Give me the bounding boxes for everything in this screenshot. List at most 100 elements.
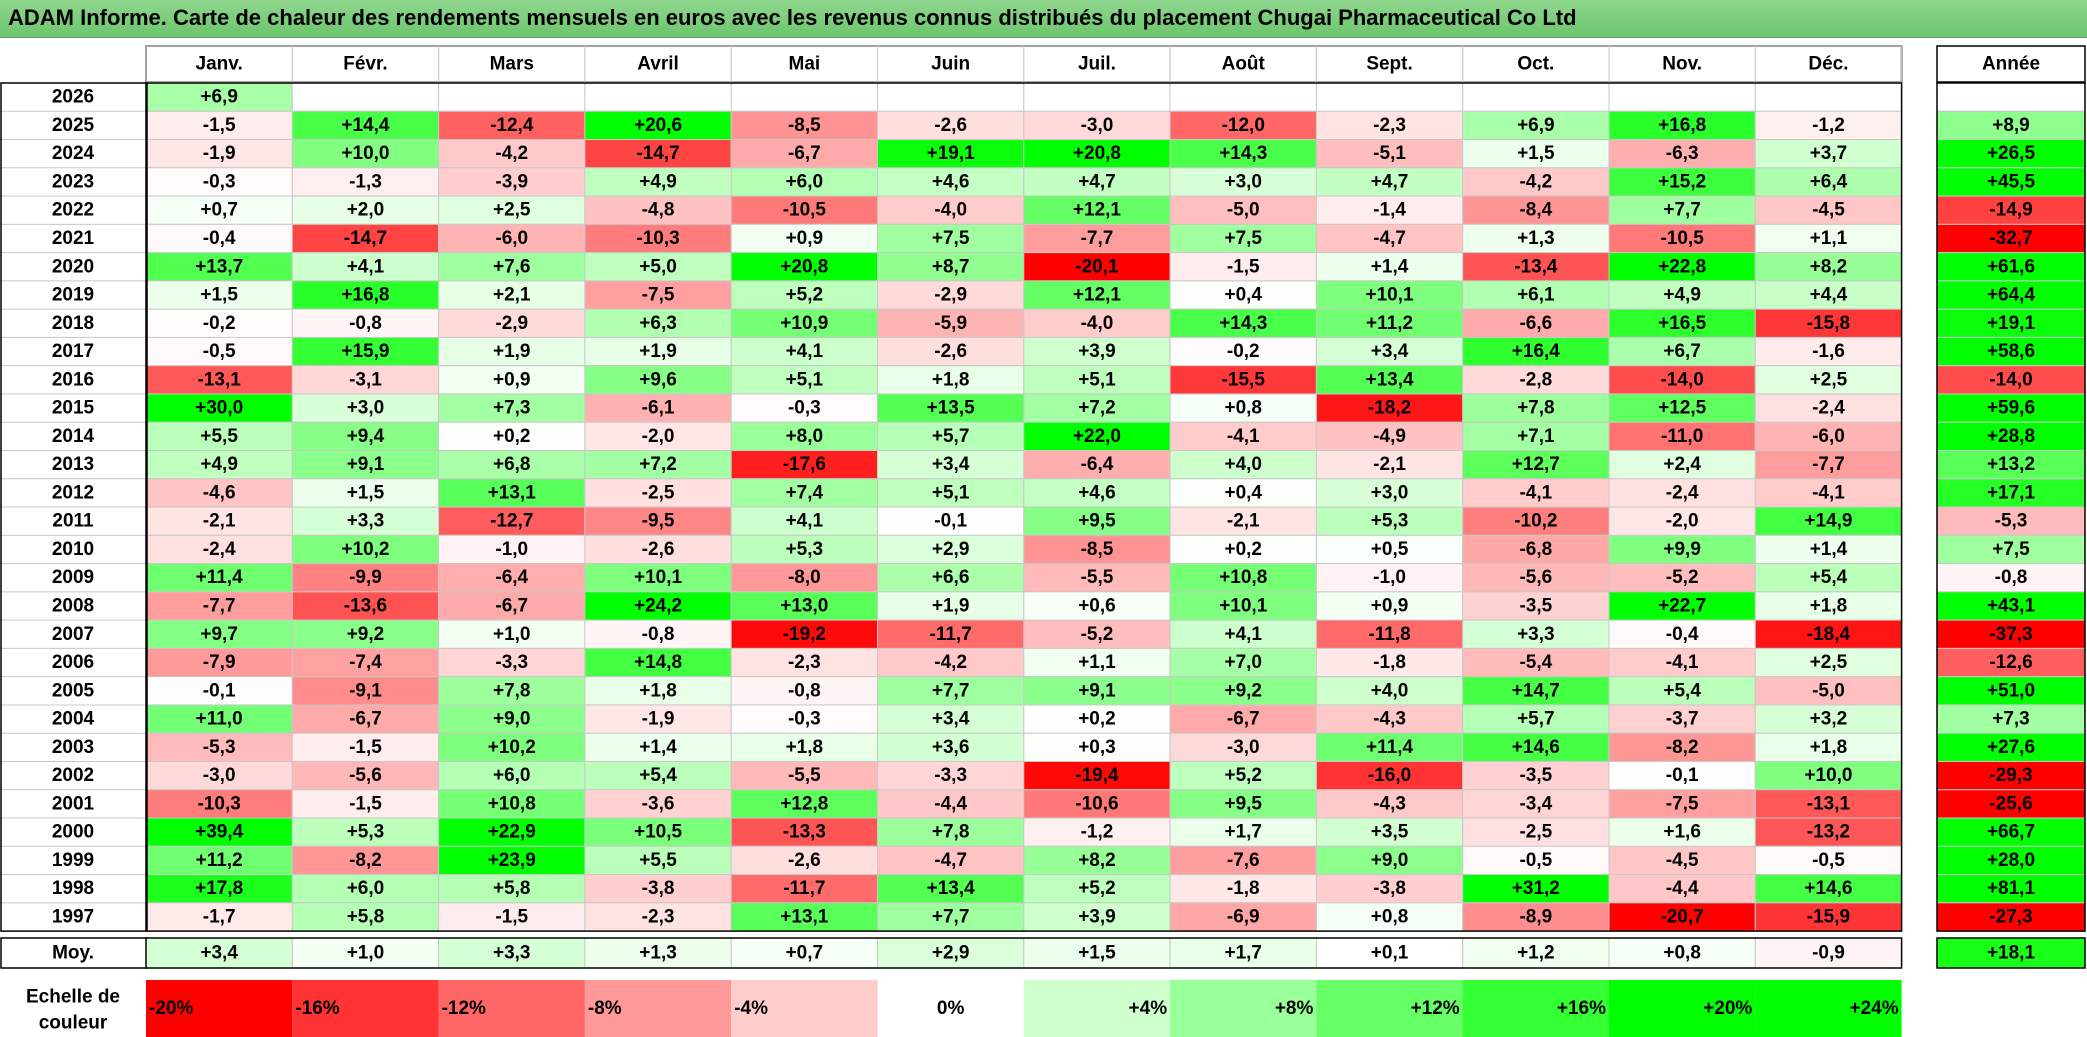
- heatmap-value: -8,0: [788, 567, 821, 588]
- heatmap-value: -7,7: [1812, 454, 1845, 475]
- heatmap-value: -4,0: [1081, 313, 1114, 334]
- heatmap-value: +6,9: [1517, 115, 1555, 136]
- heatmap-value: +1,8: [1810, 595, 1848, 616]
- heatmap-cell: [730, 365, 879, 395]
- color-scale-swatch: [1170, 980, 1317, 1037]
- average-value: +0,1: [1371, 943, 1409, 964]
- heatmap-value: +3,2: [1810, 709, 1848, 730]
- color-scale-label-value: +12%: [1411, 998, 1460, 1019]
- year-label: 2008: [52, 595, 94, 616]
- heatmap-value: +4,1: [1224, 624, 1262, 645]
- heatmap-value: -3,3: [934, 765, 967, 786]
- heatmap-cell: [877, 704, 1025, 734]
- heatmap-value: +0,6: [1078, 595, 1116, 616]
- average-value: +1,7: [1224, 943, 1262, 964]
- heatmap-value: +6,4: [1810, 171, 1848, 192]
- heatmap-value: +10,2: [341, 539, 389, 560]
- heatmap-value: +16,8: [341, 285, 389, 306]
- heatmap-value: +5,8: [347, 906, 385, 927]
- heatmap-value: +4,7: [1078, 171, 1116, 192]
- heatmap-value: -9,1: [349, 680, 382, 701]
- heatmap-cell: [584, 252, 732, 282]
- heatmap-value: +10,9: [780, 313, 828, 334]
- heatmap-value: +1,4: [1371, 256, 1409, 277]
- heatmap-cell: [1462, 82, 1610, 112]
- heatmap-value: +8,7: [932, 256, 970, 277]
- header-cell-bg: [1754, 45, 1903, 83]
- heatmap-value: -2,4: [1666, 482, 1699, 503]
- heatmap-cell: [1754, 704, 1903, 734]
- heatmap-value: +3,5: [1371, 822, 1409, 843]
- heatmap-value: -0,3: [788, 398, 821, 419]
- heatmap-value: -15,9: [1807, 906, 1850, 927]
- heatmap-value: +12,1: [1073, 285, 1122, 306]
- heatmap-value: -0,8: [349, 313, 382, 334]
- heatmap-value: +14,3: [1219, 143, 1267, 164]
- heatmap-value: +22,9: [488, 822, 536, 843]
- heatmap-cell: [584, 845, 732, 876]
- heatmap-value: -6,6: [1519, 313, 1552, 334]
- heatmap-value: +10,0: [1804, 765, 1852, 786]
- heatmap-value: -0,1: [934, 511, 967, 532]
- heatmap-cell: [1023, 82, 1171, 112]
- heatmap-cell: [730, 534, 879, 565]
- heatmap-value: -12,7: [490, 511, 533, 532]
- heatmap-value: +7,5: [932, 228, 970, 249]
- heatmap-value: -6,1: [642, 398, 675, 419]
- heatmap-cell: [438, 874, 586, 904]
- heatmap-cell: [1315, 393, 1464, 423]
- year-label: 2011: [52, 511, 94, 532]
- annual-header-bg: [1936, 45, 2086, 83]
- annual-cell: [1936, 450, 2086, 480]
- heatmap-value: +3,7: [1810, 143, 1848, 164]
- annual-value: -0,8: [1995, 567, 2028, 588]
- heatmap-cell: [291, 845, 440, 876]
- heatmap-value: -5,4: [1519, 652, 1552, 673]
- heatmap-value: +24,2: [634, 595, 682, 616]
- heatmap-value: -0,2: [203, 313, 236, 334]
- color-scale-swatch: [1609, 980, 1756, 1037]
- year-label: 2003: [52, 737, 94, 758]
- heatmap-value: -13,4: [1514, 256, 1558, 277]
- heatmap-value: +5,8: [493, 878, 531, 899]
- heatmap-value: -2,3: [642, 906, 675, 927]
- heatmap-cell: [730, 195, 879, 225]
- annual-value: +43,1: [1987, 595, 2036, 616]
- heatmap-value: +2,0: [347, 200, 385, 221]
- heatmap-cell: [1169, 619, 1317, 649]
- heatmap-value: -1,9: [203, 143, 236, 164]
- heatmap-value: -0,1: [203, 680, 236, 701]
- heatmap-value: -2,9: [934, 285, 967, 306]
- year-label: 2010: [52, 539, 94, 560]
- heatmap-cell: [1754, 195, 1903, 225]
- annual-value: +45,5: [1987, 171, 2036, 192]
- average-label: Moy.: [52, 943, 94, 964]
- annual-value: +27,6: [1987, 737, 2035, 758]
- heatmap-value: -8,5: [1081, 539, 1114, 560]
- heatmap-cell: [145, 591, 293, 621]
- heatmap-value: -2,6: [788, 850, 821, 871]
- month-header: Mars: [490, 54, 534, 75]
- heatmap-value: -7,9: [203, 652, 236, 673]
- heatmap-value: +5,7: [1517, 709, 1555, 730]
- average-label-bg: [0, 937, 148, 969]
- heatmap-value: -0,8: [788, 680, 821, 701]
- heatmap-cell: [1608, 902, 1756, 932]
- heatmap-value: +2,1: [493, 285, 531, 306]
- annual-value: -25,6: [1989, 793, 2032, 814]
- year-label: 2021: [52, 228, 95, 249]
- heatmap-value: +3,4: [932, 454, 970, 475]
- heatmap-value: +8,0: [786, 426, 824, 447]
- average-value: +1,0: [347, 943, 385, 964]
- average-value: +2,9: [932, 943, 970, 964]
- heatmap-cell: [291, 308, 440, 338]
- color-scale-label-value: -4%: [734, 998, 768, 1019]
- heatmap-value: +11,4: [1366, 737, 1413, 758]
- annual-value: +59,6: [1987, 398, 2035, 419]
- average-annual-value: +18,1: [1987, 943, 2036, 964]
- heatmap-value: +31,2: [1512, 878, 1560, 899]
- year-label: 2023: [52, 171, 94, 192]
- heatmap-value: +1,4: [639, 737, 677, 758]
- heatmap-cell: [1608, 704, 1756, 734]
- heatmap-value: -5,2: [1081, 624, 1114, 645]
